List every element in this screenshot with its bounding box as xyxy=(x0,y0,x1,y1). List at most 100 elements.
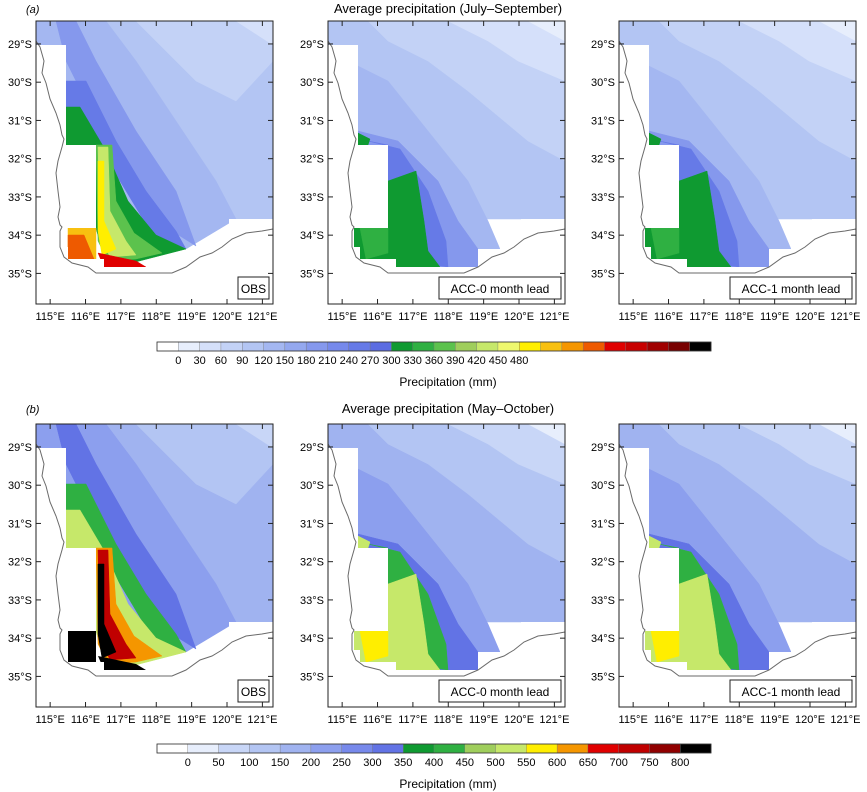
map-frame xyxy=(35,423,274,708)
colorbar-swatch xyxy=(178,341,201,352)
x-tick-label: 116°E xyxy=(654,714,683,726)
x-tick-label: 119°E xyxy=(177,311,206,323)
colorbar-tick-label: 420 xyxy=(467,355,485,367)
x-tick-label: 120°E xyxy=(504,311,534,323)
y-tick-label: 32°S xyxy=(300,557,324,569)
colorbar-swatch xyxy=(689,341,712,352)
colorbar-swatch xyxy=(455,341,478,352)
x-tick-label: 115°E xyxy=(328,714,357,726)
y-tick-label: 30°S xyxy=(8,77,32,89)
y-tick-label: 31°S xyxy=(591,518,615,530)
x-tick-label: 120°E xyxy=(212,311,242,323)
colorbar-tick-label: 120 xyxy=(254,355,272,367)
y-tick-label: 31°S xyxy=(300,115,324,127)
x-tick-label: 119°E xyxy=(760,311,789,323)
precip-contour xyxy=(527,424,565,445)
map-1-2: ACC-1 month lead 29°S 30°S 31°S 32°S 33°S 34°S… xyxy=(591,423,860,726)
precip-contour xyxy=(650,630,680,663)
x-tick-label: 121°E xyxy=(247,311,277,323)
x-tick-label: 116°E xyxy=(71,714,100,726)
x-tick-label: 115°E xyxy=(619,311,648,323)
colorbar-tick-label: 200 xyxy=(302,757,320,769)
coastline xyxy=(35,40,274,274)
y-tick-label: 34°S xyxy=(591,230,615,242)
colorbar-swatch xyxy=(156,341,179,352)
x-tick-label: 121°E xyxy=(830,714,860,726)
colorbar-swatch xyxy=(618,743,650,754)
x-tick-label: 119°E xyxy=(760,714,789,726)
colorbar-tick-label: 210 xyxy=(318,355,336,367)
colorbar-swatch xyxy=(556,743,589,754)
map-0-1: ACC-0 month lead 29°S 30°S 31°S 32°S 33°S 34°S… xyxy=(300,20,569,323)
precip-contour xyxy=(235,21,273,46)
y-tick-label: 30°S xyxy=(591,480,615,492)
map-1-0: OBS 29°S 30°S 31°S 32°S 33°S 34°S 35°S 115°E 116°… xyxy=(8,423,277,726)
colorbar-tick-label: 650 xyxy=(579,757,597,769)
colorbar-tick-label: 180 xyxy=(297,355,315,367)
colorbar-swatch xyxy=(412,341,435,352)
colorbar-swatch xyxy=(526,743,558,754)
y-tick-label: 33°S xyxy=(591,595,615,607)
precip-contour xyxy=(68,638,94,662)
map-frame xyxy=(618,20,857,305)
map-frame xyxy=(35,20,274,305)
map-frame xyxy=(618,423,857,708)
colorbar-swatch xyxy=(540,341,563,352)
y-tick-label: 29°S xyxy=(300,442,324,454)
coastline xyxy=(327,443,566,677)
precip-contour xyxy=(359,630,389,663)
colorbar-tick-label: 480 xyxy=(510,355,528,367)
y-tick-label: 34°S xyxy=(300,633,324,645)
x-tick-label: 116°E xyxy=(71,311,100,323)
precip-field xyxy=(619,21,856,267)
colorbar-swatch xyxy=(218,743,250,754)
colorbar-a: 0 30 60 90 120 150 180 210 240 270 300 330 360 390 420… xyxy=(156,341,712,367)
coastline xyxy=(327,40,566,274)
colorbar-tick-label: 150 xyxy=(271,757,289,769)
x-tick-label: 117°E xyxy=(106,714,135,726)
map-label-box xyxy=(729,679,853,703)
y-tick-label: 35°S xyxy=(8,268,32,280)
map-label: ACC-1 month lead xyxy=(742,282,841,296)
colorbar-swatch xyxy=(464,743,497,754)
precip-contour xyxy=(135,21,273,102)
x-tick-label: 115°E xyxy=(36,714,65,726)
precip-contour xyxy=(97,160,117,256)
coastline xyxy=(618,40,857,274)
colorbar-frame xyxy=(156,341,712,352)
y-tick-label: 32°S xyxy=(591,557,615,569)
x-tick-label: 119°E xyxy=(177,714,206,726)
map-frame xyxy=(327,423,566,708)
colorbar-tick-label: 250 xyxy=(332,757,350,769)
y-tick-label: 29°S xyxy=(8,39,32,51)
x-tick-label: 118°E xyxy=(434,311,463,323)
y-tick-label: 31°S xyxy=(591,115,615,127)
colorbar-swatch xyxy=(668,341,691,352)
colorbar-swatch xyxy=(372,743,404,754)
colorbar-tick-label: 0 xyxy=(175,355,181,367)
x-tick-label: 119°E xyxy=(469,311,498,323)
precip-contour xyxy=(738,21,856,82)
map-label: OBS xyxy=(241,282,266,296)
x-tick-label: 116°E xyxy=(654,311,683,323)
colorbar-tick-label: 90 xyxy=(236,355,248,367)
x-tick-label: 116°E xyxy=(363,714,392,726)
colorbar-swatch xyxy=(649,743,681,754)
colorbar-tick-label: 100 xyxy=(240,757,258,769)
y-tick-label: 35°S xyxy=(591,671,615,683)
map-0-2: ACC-1 month lead 29°S 30°S 31°S 32°S 33°S 34°S… xyxy=(591,20,860,323)
colorbar-swatch xyxy=(279,743,312,754)
colorbar-tick-label: 60 xyxy=(215,355,227,367)
y-tick-label: 29°S xyxy=(300,39,324,51)
panel-a-label: (a) xyxy=(26,4,40,16)
colorbar-tick-label: 30 xyxy=(193,355,205,367)
colorbar-tick-label: 500 xyxy=(486,757,504,769)
colorbar-swatch xyxy=(403,743,435,754)
y-tick-label: 29°S xyxy=(591,39,615,51)
x-tick-label: 121°E xyxy=(539,311,569,323)
colorbar-tick-label: 700 xyxy=(609,757,627,769)
x-tick-label: 116°E xyxy=(363,311,392,323)
colorbar-swatch xyxy=(156,743,189,754)
colorbar-a-label: Precipitation (mm) xyxy=(399,375,496,389)
